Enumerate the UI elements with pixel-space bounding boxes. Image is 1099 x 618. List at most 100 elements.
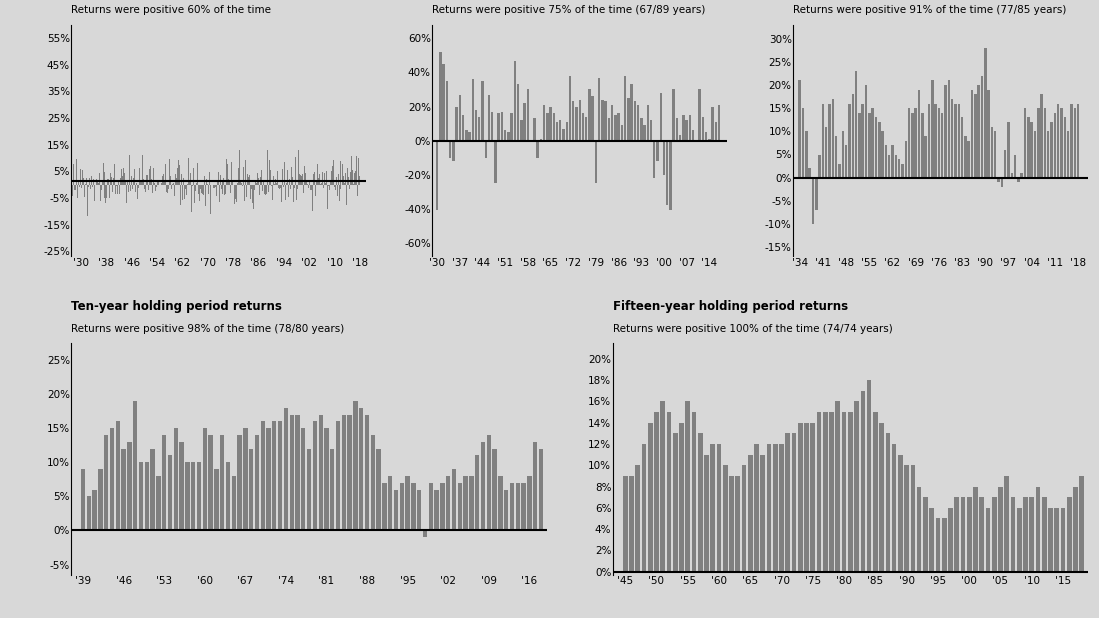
Bar: [908, 108, 910, 178]
Bar: [1047, 131, 1050, 178]
Bar: [611, 105, 613, 141]
Bar: [997, 178, 1000, 182]
Bar: [636, 105, 640, 141]
Bar: [854, 402, 859, 572]
Bar: [104, 435, 109, 530]
Bar: [937, 108, 940, 178]
Bar: [588, 90, 590, 141]
Bar: [121, 449, 125, 530]
Bar: [635, 465, 640, 572]
Text: Returns were positive 100% of the time (74/74 years): Returns were positive 100% of the time (…: [613, 324, 892, 334]
Bar: [704, 455, 709, 572]
Bar: [1011, 497, 1015, 572]
Bar: [642, 444, 646, 572]
Bar: [1057, 103, 1059, 178]
Bar: [654, 412, 658, 572]
Bar: [987, 90, 990, 178]
Bar: [650, 120, 652, 141]
Bar: [799, 80, 801, 178]
Bar: [457, 483, 462, 530]
Bar: [951, 99, 954, 178]
Bar: [990, 127, 993, 178]
Bar: [533, 442, 537, 530]
Bar: [504, 130, 507, 141]
Bar: [708, 139, 711, 141]
Bar: [504, 489, 509, 530]
Bar: [191, 462, 196, 530]
Bar: [296, 415, 300, 530]
Bar: [917, 486, 921, 572]
Bar: [1018, 178, 1020, 182]
Bar: [911, 112, 913, 178]
Bar: [595, 141, 597, 183]
Bar: [202, 428, 207, 530]
Bar: [446, 476, 451, 530]
Text: Returns were positive 91% of the time (77/85 years): Returns were positive 91% of the time (7…: [793, 6, 1066, 15]
Bar: [1034, 131, 1036, 178]
Bar: [556, 122, 558, 141]
Bar: [501, 112, 503, 141]
Bar: [1061, 508, 1065, 572]
Bar: [904, 141, 907, 178]
Bar: [533, 119, 535, 141]
Bar: [162, 435, 166, 530]
Bar: [924, 136, 926, 178]
Bar: [98, 469, 102, 530]
Bar: [1077, 103, 1079, 178]
Bar: [614, 115, 617, 141]
Bar: [653, 141, 655, 178]
Bar: [888, 154, 890, 178]
Bar: [669, 141, 671, 211]
Bar: [1008, 122, 1010, 178]
Bar: [243, 428, 247, 530]
Bar: [993, 131, 997, 178]
Bar: [855, 71, 857, 178]
Bar: [970, 90, 974, 178]
Bar: [829, 103, 831, 178]
Bar: [1021, 173, 1023, 178]
Bar: [729, 476, 734, 572]
Bar: [186, 462, 189, 530]
Bar: [921, 112, 923, 178]
Bar: [848, 103, 851, 178]
Bar: [810, 423, 815, 572]
Bar: [571, 101, 575, 141]
Bar: [714, 122, 717, 141]
Bar: [868, 112, 870, 178]
Bar: [735, 476, 740, 572]
Bar: [1017, 508, 1022, 572]
Bar: [81, 469, 86, 530]
Bar: [127, 442, 132, 530]
Bar: [710, 444, 715, 572]
Bar: [935, 519, 941, 572]
Bar: [673, 433, 678, 572]
Bar: [1048, 508, 1053, 572]
Bar: [214, 469, 219, 530]
Bar: [839, 164, 841, 178]
Bar: [1061, 108, 1063, 178]
Bar: [1070, 103, 1073, 178]
Bar: [941, 112, 943, 178]
Bar: [832, 99, 834, 178]
Bar: [1067, 131, 1069, 178]
Bar: [634, 101, 636, 141]
Bar: [879, 423, 884, 572]
Bar: [848, 412, 853, 572]
Bar: [754, 444, 759, 572]
Bar: [429, 483, 433, 530]
Bar: [1014, 154, 1017, 178]
Bar: [539, 449, 543, 530]
Bar: [526, 90, 529, 141]
Bar: [992, 497, 997, 572]
Bar: [748, 455, 753, 572]
Bar: [621, 125, 623, 141]
Bar: [598, 77, 600, 141]
Bar: [886, 433, 890, 572]
Bar: [1030, 497, 1034, 572]
Bar: [540, 139, 542, 141]
Bar: [954, 103, 957, 178]
Bar: [980, 76, 984, 178]
Bar: [468, 132, 470, 141]
Bar: [895, 154, 897, 178]
Bar: [353, 401, 357, 530]
